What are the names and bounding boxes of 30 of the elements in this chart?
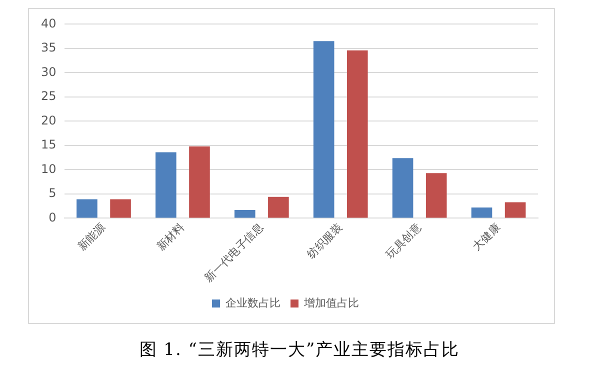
y-tick-label: 10 (40, 162, 56, 176)
bar (110, 199, 131, 218)
x-tick-label: 纺织服装 (304, 220, 345, 262)
bar (76, 199, 98, 218)
y-tick-label: 0 (48, 210, 56, 224)
bar (471, 208, 492, 218)
legend-label: 增加值占比 (303, 296, 359, 310)
bar (392, 158, 414, 218)
text: 图 1. “三新两特一大”产业主要指标占比 (138, 339, 461, 361)
bar (189, 146, 210, 218)
y-tick-label: 20 (40, 113, 56, 128)
x-tick-label: 新一代电子信息 (202, 220, 266, 284)
bar (346, 50, 368, 218)
x-tick-label: 玩具创意 (383, 220, 424, 262)
y-tick-label: 5 (48, 186, 56, 200)
x-tick-label: 新材料 (154, 220, 187, 254)
bar (504, 202, 526, 218)
y-tick-label: 15 (40, 138, 56, 152)
y-tick-label: 25 (40, 89, 56, 104)
bar (268, 196, 289, 218)
x-tick-label: 大健康 (470, 220, 503, 254)
bar (156, 152, 176, 218)
y-tick-label: 40 (40, 16, 56, 30)
y-tick-label: 30 (40, 64, 56, 79)
legend-label: 企业数占比 (226, 296, 280, 310)
x-tick-label: 新能源 (75, 220, 108, 254)
y-tick-label: 35 (40, 40, 56, 55)
bar (313, 41, 334, 218)
bar (234, 210, 256, 218)
bar (426, 173, 447, 218)
